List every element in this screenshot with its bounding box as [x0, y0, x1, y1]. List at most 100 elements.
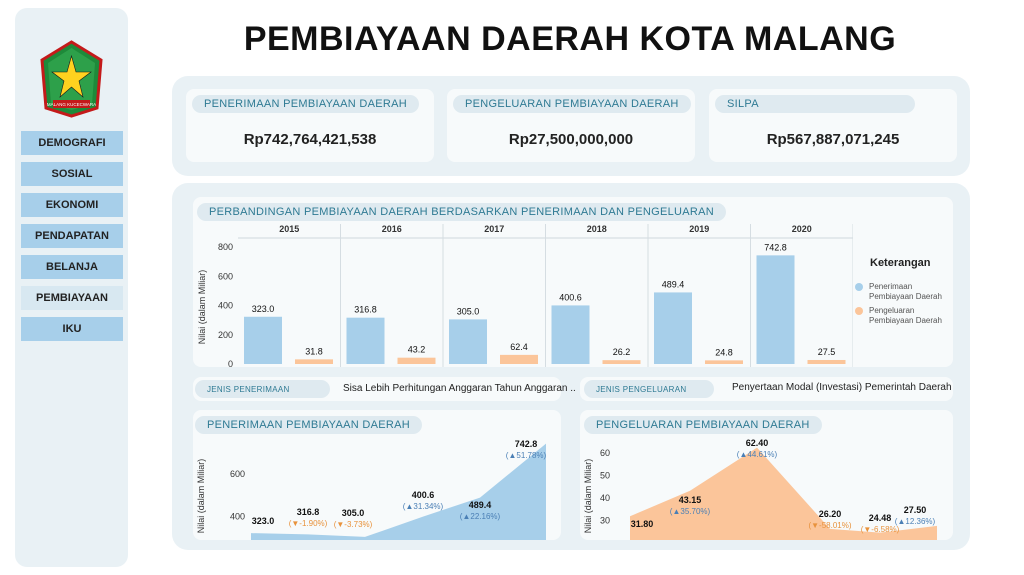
filter-penerimaan-label: JENIS PENERIMAAN: [195, 380, 330, 398]
bar-pengeluaran-value: 31.8: [305, 346, 323, 356]
point-value-label: 26.20: [819, 509, 842, 519]
nav-demografi-button[interactable]: DEMOGRAFI: [21, 131, 123, 155]
pengeluaran-y-axis-label: Nilai (dalam Miliar): [583, 459, 593, 534]
bar-penerimaan-value: 489.4: [662, 279, 685, 289]
kpi-label: SILPA: [715, 95, 915, 113]
year-label: 2017: [484, 224, 504, 234]
comparison-chart-card: PERBANDINGAN PEMBIAYAAN DAERAH BERDASARK…: [193, 197, 953, 367]
comparison-chart-title: PERBANDINGAN PEMBIAYAAN DAERAH BERDASARK…: [197, 203, 727, 221]
bar-penerimaan-value: 323.0: [252, 304, 275, 314]
legend-swatch: [855, 307, 863, 315]
penerimaan-chart-title: PENERIMAAN PEMBIAYAAN DAERAH: [195, 416, 422, 434]
y-tick-label: 50: [600, 470, 610, 480]
sidebar: MALANG KUCECWARA DEMOGRAFI SOSIAL EKONOM…: [15, 8, 128, 567]
page-title: PEMBIAYAAN DAERAH KOTA MALANG: [243, 20, 897, 58]
nav-pembiayaan-button[interactable]: PEMBIAYAAN: [21, 286, 123, 310]
kpi-label: PENGELUARAN PEMBIAYAAN DAERAH: [453, 95, 691, 113]
bar-pengeluaran[interactable]: [807, 359, 846, 364]
point-value-label: 31.80: [631, 519, 654, 529]
point-value-label: 43.15: [679, 495, 702, 505]
bar-penerimaan-value: 400.6: [559, 292, 582, 302]
legend-title: Keterangan: [870, 257, 931, 269]
kpi-value: Rp567,887,071,245: [766, 131, 900, 148]
penerimaan-y-axis-label: Nilai (dalam Miliar): [196, 459, 206, 534]
kpi-value: Rp27,500,000,000: [508, 131, 634, 148]
bar-pengeluaran[interactable]: [397, 357, 436, 364]
bar-penerimaan[interactable]: [244, 316, 282, 364]
bar-pengeluaran-value: 26.2: [613, 347, 631, 357]
point-value-label: 742.8: [515, 439, 538, 449]
y-tick-label: 40: [600, 493, 610, 503]
y-tick-label: 800: [218, 242, 233, 252]
nav-belanja-button[interactable]: BELANJA: [21, 255, 123, 279]
nav-pendapatan-button[interactable]: PENDAPATAN: [21, 224, 123, 248]
bar-penerimaan[interactable]: [346, 317, 385, 364]
bar-pengeluaran-value: 27.5: [818, 347, 836, 357]
y-tick-label: 400: [230, 512, 245, 522]
point-value-label: 305.0: [342, 508, 365, 518]
bar-pengeluaran[interactable]: [705, 360, 743, 364]
bar-pengeluaran-value: 62.4: [510, 342, 528, 352]
bar-pengeluaran-value: 24.8: [715, 347, 733, 357]
filter-penerimaan-value[interactable]: Sisa Lebih Perhitungan Anggaran Tahun An…: [343, 383, 576, 394]
y-tick-label: 600: [218, 271, 233, 281]
comparison-bar-chart: Nilai (dalam Miliar) 0 200 400 600 800 2015 2…: [197, 224, 853, 367]
pengeluaran-area-chart: Nilai (dalam Miliar) 30 40 50 60 31.80 43.15 (…: [583, 438, 937, 540]
nav-ekonomi-button[interactable]: EKONOMI: [21, 193, 123, 217]
kpi-card-penerimaan: PENERIMAAN PEMBIAYAAN DAERAH Rp742,764,4…: [186, 89, 434, 162]
bar-penerimaan[interactable]: [551, 305, 590, 364]
bar-pengeluaran[interactable]: [602, 360, 641, 364]
kpi-panel: PENERIMAAN PEMBIAYAAN DAERAH Rp742,764,4…: [172, 76, 970, 176]
point-change-label: (▲44.61%): [737, 450, 778, 459]
year-label: 2020: [792, 224, 812, 234]
point-change-label: (▼-3.73%): [334, 520, 373, 529]
point-change-label: (▼-58.01%): [808, 521, 851, 530]
area-fill: [251, 443, 546, 540]
bar-pengeluaran[interactable]: [295, 359, 333, 364]
penerimaan-chart-card: PENERIMAAN PEMBIAYAAN DAERAH Nilai (dala…: [193, 410, 561, 540]
kpi-card-pengeluaran: PENGELUARAN PEMBIAYAAN DAERAH Rp27,500,0…: [447, 89, 695, 162]
year-label: 2019: [689, 224, 709, 234]
filter-pengeluaran[interactable]: JENIS PENGELUARAN Penyertaan Modal (Inve…: [580, 377, 953, 401]
bar-penerimaan[interactable]: [654, 292, 692, 364]
kpi-label: PENERIMAAN PEMBIAYAAN DAERAH: [192, 95, 419, 113]
point-value-label: 24.48: [869, 513, 892, 523]
pengeluaran-chart-title: PENGELUARAN PEMBIAYAAN DAERAH: [584, 416, 822, 434]
legend-item-pengeluaran: Pengeluaran Pembiayaan Daerah: [855, 306, 953, 326]
city-logo: MALANG KUCECWARA: [40, 40, 103, 118]
legend-item-penerimaan: Penerimaan Pembiayaan Daerah: [855, 282, 953, 302]
filter-pengeluaran-value[interactable]: Penyertaan Modal (Investasi) Pemerintah …: [732, 382, 952, 393]
point-change-label: (▲35.70%): [670, 507, 711, 516]
bar-penerimaan[interactable]: [756, 255, 795, 364]
point-value-label: 316.8: [297, 507, 320, 517]
point-change-label: (▼-1.90%): [289, 519, 328, 528]
year-label: 2016: [382, 224, 402, 234]
bar-penerimaan-value: 305.0: [457, 306, 480, 316]
legend-label: Penerimaan Pembiayaan Daerah: [869, 282, 942, 301]
year-label: 2015: [279, 224, 299, 234]
bar-penerimaan-value: 316.8: [354, 305, 377, 315]
svg-text:MALANG KUCECWARA: MALANG KUCECWARA: [47, 102, 96, 107]
legend-swatch: [855, 283, 863, 291]
penerimaan-area-chart: Nilai (dalam Miliar) 400 600 323.0 316.8 (▼-…: [196, 439, 547, 540]
nav-sosial-button[interactable]: SOSIAL: [21, 162, 123, 186]
point-value-label: 489.4: [469, 500, 492, 510]
bar-pengeluaran[interactable]: [500, 354, 538, 364]
comparison-y-axis-label: Nilai (dalam Miliar): [197, 270, 207, 345]
nav-iku-button[interactable]: IKU: [21, 317, 123, 341]
legend-label: Pengeluaran Pembiayaan Daerah: [869, 306, 942, 325]
pengeluaran-chart-card: PENGELUARAN PEMBIAYAAN DAERAH Nilai (dal…: [580, 410, 953, 540]
point-value-label: 400.6: [412, 490, 435, 500]
point-value-label: 323.0: [252, 516, 275, 526]
point-value-label: 27.50: [904, 505, 927, 515]
y-tick-label: 60: [600, 448, 610, 458]
point-change-label: (▲31.34%): [403, 502, 444, 511]
filter-penerimaan[interactable]: JENIS PENERIMAAN Sisa Lebih Perhitungan …: [193, 377, 576, 401]
kpi-value: Rp742,764,421,538: [243, 131, 377, 148]
y-tick-label: 400: [218, 301, 233, 311]
point-change-label: (▼-6.58%): [861, 525, 900, 534]
year-label: 2018: [587, 224, 607, 234]
y-tick-label: 0: [228, 359, 233, 367]
point-change-label: (▲22.16%): [460, 512, 501, 521]
bar-penerimaan[interactable]: [449, 319, 487, 364]
